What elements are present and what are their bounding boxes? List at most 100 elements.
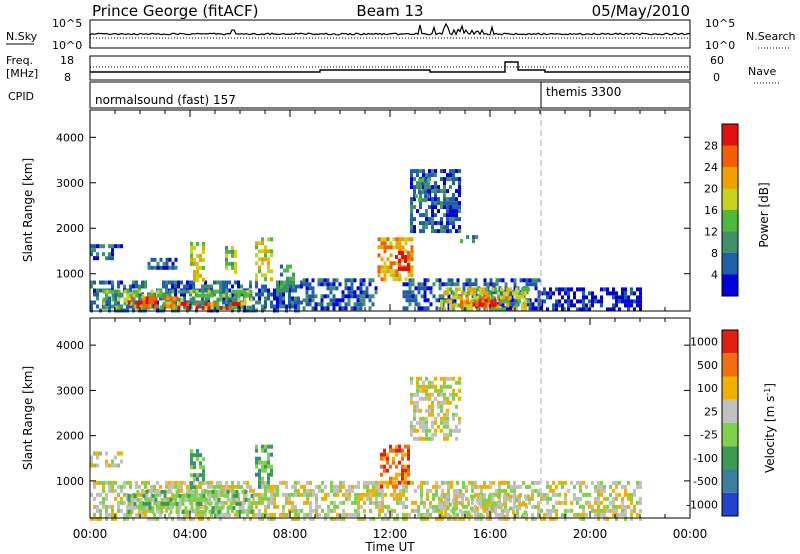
scatter-cell [418,190,421,195]
scatter-cell [531,492,534,497]
scatter-cell [380,472,383,477]
scatter-cell [154,304,158,309]
scatter-cell [425,392,428,397]
scatter-cell [120,280,123,285]
scatter-cell [422,213,425,218]
scatter-cell [573,291,576,296]
scatter-cell [178,505,182,510]
scatter-cell [303,484,306,489]
scatter-cell [249,289,253,294]
scatter-cell [258,484,261,489]
scatter-cell [177,516,180,521]
scatter-cell [600,508,603,513]
scatter-cell [243,301,247,306]
scatter-cell [422,396,425,401]
scatter-cell [606,307,609,312]
scatter-cell [99,500,102,505]
scatter-cell [515,498,518,503]
scatter-cell [393,516,396,521]
scatter-cell [99,516,102,521]
scatter-cell [405,484,408,489]
scatter-cell [219,512,222,517]
scatter-cell [375,480,378,485]
scatter-cell [306,496,309,501]
scatter-cell [186,301,190,306]
scatter-cell [193,497,197,502]
scatter-cell [455,506,458,511]
scatter-cell [127,501,131,506]
scatter-cell [446,225,449,230]
scatter-cell [341,290,345,295]
scatter-cell [359,278,363,283]
scatter-cell [524,494,527,499]
scatter-cell [145,493,149,498]
scatter-cell [440,400,443,405]
scatter-cell [99,288,102,293]
scatter-cell [500,514,503,519]
scatter-cell [258,512,261,517]
y-tick-label: 4000 [56,339,84,352]
scatter-cell [627,496,630,501]
scatter-cell [434,185,437,190]
scatter-cell [435,278,439,283]
scatter-cell [202,509,206,514]
scatter-cell [261,484,264,489]
scatter-cell [201,284,204,289]
scatter-cell [389,476,392,481]
scatter-cell [398,472,401,477]
scatter-cell [591,504,594,509]
scatter-cell [144,512,147,517]
scatter-cell [423,504,426,509]
scatter-cell [458,428,461,433]
scatter-cell [202,473,205,478]
scatter-cell [213,484,216,489]
scatter-cell [123,301,127,306]
scatter-cell [443,201,446,206]
scatter-cell [518,494,521,499]
scatter-cell [447,484,450,489]
scatter-cell [225,280,228,285]
scatter-cell [512,506,515,511]
scatter-cell [398,460,401,465]
scatter-cell [320,282,324,287]
scatter-cell [479,502,482,507]
scatter-cell [471,282,475,287]
beam-label: Beam 13 [356,2,423,20]
scatter-cell [111,293,115,298]
scatter-cell [437,388,440,393]
scatter-cell [193,461,196,466]
scatter-cell [126,293,130,298]
freq-label-line2: [MHz] [6,67,38,80]
scatter-cell [417,484,420,489]
scatter-cell [521,514,524,519]
scatter-cell [273,304,276,309]
scatter-cell [414,298,418,303]
scatter-cell [378,492,381,497]
scatter-cell [214,493,218,498]
scatter-cell [449,169,452,174]
scatter-cell [438,294,442,299]
scatter-cell [395,444,398,449]
scatter-cell [392,245,396,250]
scatter-cell [428,428,431,433]
scatter-cell [386,452,389,457]
scatter-cell [171,261,175,266]
scatter-cell [177,484,180,489]
scatter-cell [220,489,224,494]
scatter-cell [465,504,468,509]
scatter-cell [546,291,549,296]
scatter-cell [534,286,538,291]
scatter-cell [411,500,414,505]
scatter-cell [475,300,478,305]
scatter-cell [396,492,399,497]
scatter-cell [190,485,193,490]
scatter-cell [489,480,492,485]
scatter-cell [437,229,440,234]
scatter-cell [518,506,521,511]
scatter-cell [175,489,179,494]
scatter-cell [482,498,485,503]
scatter-cell [440,392,443,397]
scatter-cell [393,488,396,493]
scatter-cell [408,512,411,517]
scatter-cell [393,508,396,513]
